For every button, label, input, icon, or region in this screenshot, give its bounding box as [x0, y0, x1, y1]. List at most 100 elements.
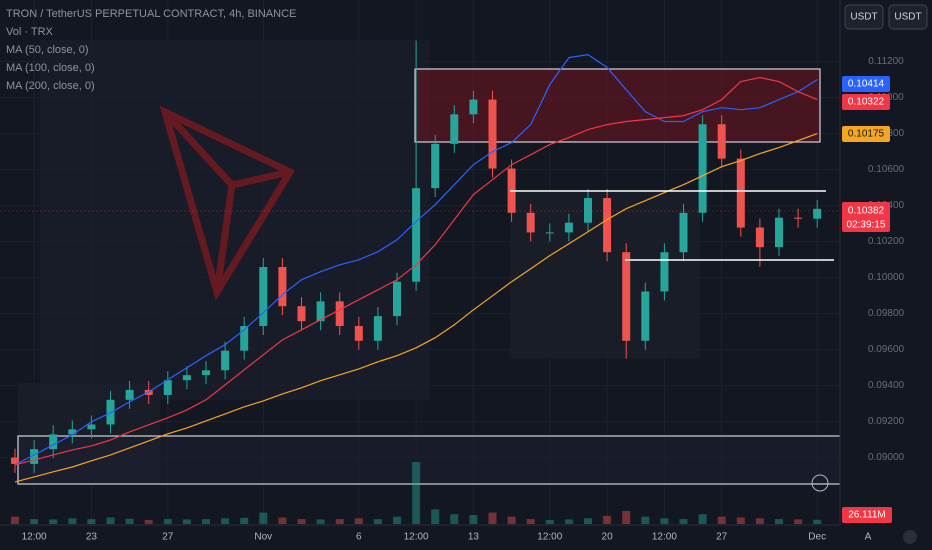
y-tick-label: 0.09200 [868, 416, 905, 427]
price-box [842, 202, 890, 232]
candle-body [259, 266, 268, 327]
volume-bar [87, 519, 96, 524]
candle-body [622, 252, 631, 341]
candle-body [297, 306, 306, 322]
currency-button[interactable] [888, 4, 928, 30]
candle-body [488, 99, 497, 169]
y-tick-label: 0.10200 [868, 236, 905, 247]
ma-line [14, 53, 818, 466]
volume-bar [240, 517, 249, 524]
volume-bar [698, 514, 707, 524]
volume-bar [431, 509, 440, 524]
x-tick-label: 13 [468, 532, 480, 543]
candle-body [68, 429, 77, 435]
volume-bar [144, 519, 153, 524]
currency-button-label[interactable]: USDT [850, 12, 877, 23]
candle-body [564, 222, 573, 233]
candle-body [813, 208, 822, 219]
ma-value-label-box [842, 94, 890, 110]
volume-bar [469, 515, 478, 524]
candle-body [163, 380, 172, 395]
volume-bar [775, 519, 783, 524]
volume-bar [202, 519, 210, 524]
candle-body [698, 124, 707, 213]
x-tick-label: 12:00 [22, 532, 47, 543]
volume-bar [603, 515, 612, 524]
indicator-label: MA (100, close, 0) [6, 62, 95, 74]
volume-bar [450, 514, 459, 524]
ma-value-label-box [842, 126, 890, 142]
candle-body [354, 326, 363, 341]
support-zone [17, 435, 845, 485]
last-price: 0.10382 [848, 206, 885, 217]
volume-bar [68, 518, 77, 524]
profile-zone [40, 40, 430, 400]
volume-bar [373, 519, 382, 524]
tron-logo [159, 105, 295, 301]
volume-bar [106, 517, 115, 524]
candle-body [221, 350, 230, 371]
y-tick-label: 0.09800 [868, 308, 905, 319]
volume-bar [11, 516, 19, 524]
candle-body [755, 227, 764, 248]
candle-body [87, 424, 96, 430]
candle-body [278, 266, 287, 307]
volume-bar [622, 510, 631, 524]
volume-bar [316, 519, 325, 524]
candle-body [30, 449, 39, 464]
settings-icon[interactable] [903, 530, 917, 544]
candle-body [660, 252, 669, 292]
alert-icon[interactable] [811, 474, 829, 492]
candle-body [393, 281, 401, 317]
volume-bar [335, 519, 344, 524]
volume-bar [30, 519, 39, 524]
volume-box [842, 507, 892, 523]
x-tick-label: 27 [162, 532, 174, 543]
y-tick-label: 0.09000 [868, 452, 905, 463]
volume-bar [297, 519, 306, 524]
volume-bar [278, 517, 287, 524]
candle-body [49, 434, 58, 450]
volume-bar [813, 519, 822, 524]
x-tick-label: Nov [254, 532, 272, 543]
ma-value-label: 0.10414 [848, 79, 885, 90]
candle-body [335, 301, 344, 327]
candle-body [679, 212, 688, 253]
x-tick-label: 12:00 [537, 532, 562, 543]
volume-bar [354, 518, 363, 524]
volume-label: 26.111M [848, 510, 885, 521]
ma-value-label-box [842, 76, 890, 92]
ma-value-label: 0.10322 [848, 97, 885, 108]
volume-bar [545, 519, 554, 524]
x-tick-label: 27 [716, 532, 728, 543]
axis-labels: 0.09000 0.09200 0.09400 0.09600 0.09800 0.100… [22, 56, 905, 542]
volume-bar [488, 512, 497, 524]
volume-bar [259, 512, 268, 524]
y-tick-label: 0.10600 [868, 164, 905, 175]
volume-bar [736, 517, 745, 524]
y-tick-label: 0.10000 [868, 272, 905, 283]
volume-bar [49, 519, 58, 524]
candle-body [584, 198, 592, 223]
volume-bar [526, 519, 535, 524]
ma-line [14, 133, 818, 483]
volume-bar [412, 462, 421, 524]
resistance-zone [414, 68, 821, 143]
volume-bar [794, 519, 803, 524]
symbol-title: TRON / TetherUS PERPETUAL CONTRACT, 4h, … [6, 8, 296, 20]
volume-bar [641, 516, 650, 524]
candle-body [373, 316, 382, 341]
volume-bar [584, 518, 592, 524]
candle-body [202, 370, 210, 376]
candle-body [526, 212, 535, 233]
axis-mode[interactable]: A [865, 532, 872, 543]
candle-body [431, 143, 440, 189]
indicator-label: MA (50, close, 0) [6, 44, 89, 56]
volume-bar [182, 519, 191, 524]
candle-body [450, 114, 459, 144]
volume-bar [507, 516, 516, 524]
x-tick-label: 23 [86, 532, 98, 543]
currency-button[interactable] [844, 4, 884, 30]
currency-button-label[interactable]: USDT [894, 12, 921, 23]
